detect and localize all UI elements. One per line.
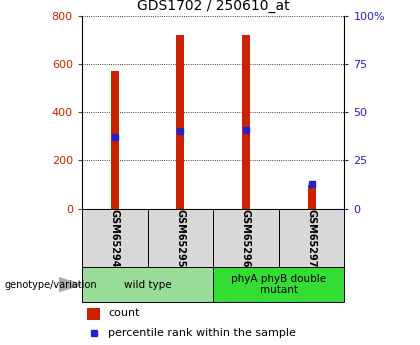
Bar [279,209,344,267]
Text: wild type: wild type [124,280,171,289]
Text: percentile rank within the sample: percentile rank within the sample [108,328,296,338]
Bar [147,209,213,267]
Title: GDS1702 / 250610_at: GDS1702 / 250610_at [137,0,289,13]
Text: genotype/variation: genotype/variation [4,280,97,289]
Text: GSM65297: GSM65297 [307,209,317,267]
Text: GSM65296: GSM65296 [241,209,251,267]
Text: count: count [108,308,139,318]
Bar [87,308,100,320]
Bar [82,209,147,267]
Bar [308,185,315,209]
Text: phyA phyB double
mutant: phyA phyB double mutant [231,274,326,295]
Bar [176,35,184,209]
Polygon shape [59,278,82,292]
Text: GSM65294: GSM65294 [110,209,120,267]
Bar [82,267,213,302]
Bar [111,71,119,209]
Bar [242,35,250,209]
Bar [213,209,279,267]
Bar [213,267,344,302]
Text: GSM65295: GSM65295 [175,209,185,267]
